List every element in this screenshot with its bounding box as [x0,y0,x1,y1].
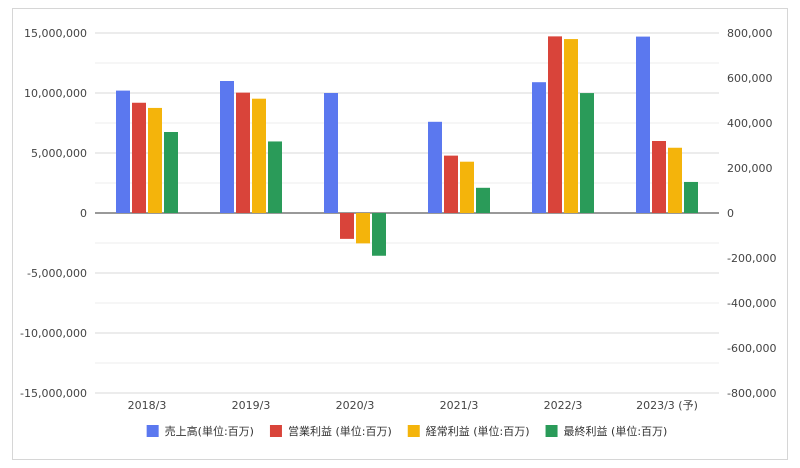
bar-4-5 [580,93,594,213]
bar-3-6 [668,147,682,213]
left-tick-label: -5,000,000 [27,267,87,280]
bar-4-1 [164,132,178,213]
right-axis: 800,000 600,000 400,000 200,000 0 -200,000 -40… [727,27,776,400]
left-axis: 15,000,000 10,000,000 5,000,000 0 -5,000,000… [20,27,87,400]
bar-4-4 [476,187,490,213]
chart-frame: 15,000,000 10,000,000 5,000,000 0 -5,000,000… [12,8,788,460]
left-tick-label: 15,000,000 [24,27,87,40]
left-tick-label: 5,000,000 [31,147,87,160]
right-tick-label: -600,000 [727,342,776,355]
legend-swatch [269,425,282,437]
right-tick-label: -400,000 [727,297,776,310]
bar-1-6 [636,36,650,213]
chart-svg: 15,000,000 10,000,000 5,000,000 0 -5,000,000… [20,27,776,438]
x-axis: 2018/3 2019/3 2020/3 2021/3 2022/3 2023/3 (予) [128,399,698,412]
bars-layer [116,36,698,256]
bar-1-1 [116,90,130,213]
left-tick-label: 10,000,000 [24,87,87,100]
bar-2-3 [340,213,354,239]
legend-item: 最終利益 (単位:百万) [545,424,668,438]
legend-swatch [146,425,159,437]
legend-swatch [545,425,558,437]
left-tick-label: -15,000,000 [20,387,87,400]
right-tick-label: 200,000 [727,162,773,175]
legend-item: 売上高(単位:百万) [146,424,254,438]
category-label: 2020/3 [336,399,375,412]
bar-4-3 [372,213,386,256]
legend-swatch [407,425,420,437]
left-tick-label: 0 [80,207,87,220]
category-label: 2022/3 [544,399,583,412]
bar-2-4 [444,155,458,213]
legend-label: 最終利益 (単位:百万) [564,424,668,438]
category-label: 2023/3 (予) [636,399,698,412]
left-tick-label: -10,000,000 [20,327,87,340]
right-tick-label: 0 [727,207,734,220]
bar-3-3 [356,213,370,244]
right-tick-label: 400,000 [727,117,773,130]
bar-2-6 [652,141,666,213]
legend-label: 営業利益 (単位:百万) [288,424,392,438]
legend: 売上高(単位:百万) 営業利益 (単位:百万) 経常利益 (単位:百万) 最終利益 (… [146,424,668,438]
bar-3-5 [564,39,578,214]
bar-1-4 [428,121,442,213]
right-tick-label: 800,000 [727,27,773,40]
legend-item: 営業利益 (単位:百万) [269,424,392,438]
category-label: 2021/3 [440,399,479,412]
bar-2-2 [236,92,250,213]
right-tick-label: -800,000 [727,387,776,400]
bar-1-5 [532,82,546,213]
legend-label: 経常利益 (単位:百万) [426,424,530,438]
bar-4-6 [684,181,698,213]
legend-label: 売上高(単位:百万) [165,424,254,438]
legend-item: 経常利益 (単位:百万) [407,424,530,438]
bar-3-1 [148,107,162,213]
category-label: 2018/3 [128,399,167,412]
bar-3-2 [252,98,266,213]
category-label: 2019/3 [232,399,271,412]
bar-2-1 [132,102,146,213]
bar-2-5 [548,36,562,213]
grid-layer [95,32,719,394]
right-tick-label: -200,000 [727,252,776,265]
bar-4-2 [268,141,282,213]
bar-1-3 [324,93,338,213]
bar-3-4 [460,161,474,213]
right-tick-label: 600,000 [727,72,773,85]
bar-1-2 [220,81,234,213]
